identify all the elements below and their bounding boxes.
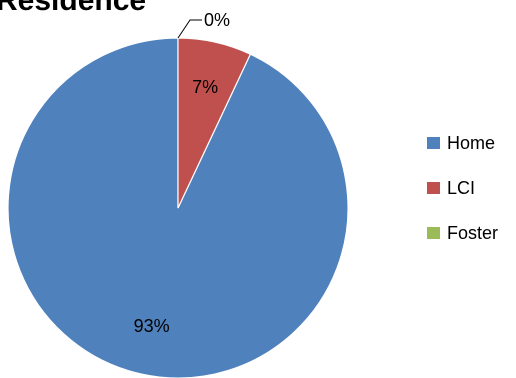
legend-swatch-home xyxy=(427,137,440,149)
pie-data-labels: 93% 7% 0% xyxy=(134,10,230,336)
data-label-foster: 0% xyxy=(204,10,230,30)
legend-label-lci: LCI xyxy=(447,178,475,198)
chart-title: Residence xyxy=(0,0,146,17)
data-label-lci: 7% xyxy=(192,77,218,97)
legend-label-home: Home xyxy=(447,133,495,153)
legend-swatch-lci xyxy=(427,182,440,194)
data-label-home: 93% xyxy=(134,316,170,336)
chart-legend: Home LCI Foster xyxy=(427,133,498,243)
pie-slices xyxy=(7,37,349,378)
legend-swatch-foster xyxy=(427,227,440,239)
legend-label-foster: Foster xyxy=(447,223,498,243)
pie-slice-home xyxy=(7,37,349,378)
leader-line-foster xyxy=(177,19,202,39)
